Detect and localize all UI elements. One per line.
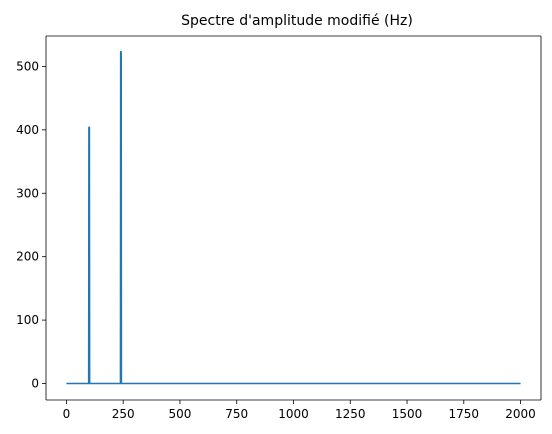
- x-tick-label: 1250: [335, 407, 366, 421]
- x-tick-label: 250: [112, 407, 135, 421]
- y-tick-label: 100: [16, 313, 39, 327]
- y-tick-label: 500: [16, 59, 39, 73]
- x-tick-label: 1500: [392, 407, 423, 421]
- x-tick-label: 1000: [278, 407, 309, 421]
- x-tick-label: 750: [225, 407, 248, 421]
- x-tick-label: 500: [169, 407, 192, 421]
- y-tick-label: 400: [16, 123, 39, 137]
- x-tick-label: 1750: [449, 407, 480, 421]
- x-tick-label: 2000: [505, 407, 536, 421]
- y-tick-label: 200: [16, 250, 39, 264]
- y-tick-label: 300: [16, 186, 39, 200]
- plot-area: 0 250 500 750 1000 1250 1500 1750 2000 0 100 200 300…: [16, 35, 542, 421]
- x-tick-label: 0: [63, 407, 71, 421]
- series-line-0: [66, 51, 521, 385]
- y-tick-label: 0: [31, 377, 39, 391]
- chart-title: Spectre d'amplitude modifié (Hz): [181, 13, 413, 29]
